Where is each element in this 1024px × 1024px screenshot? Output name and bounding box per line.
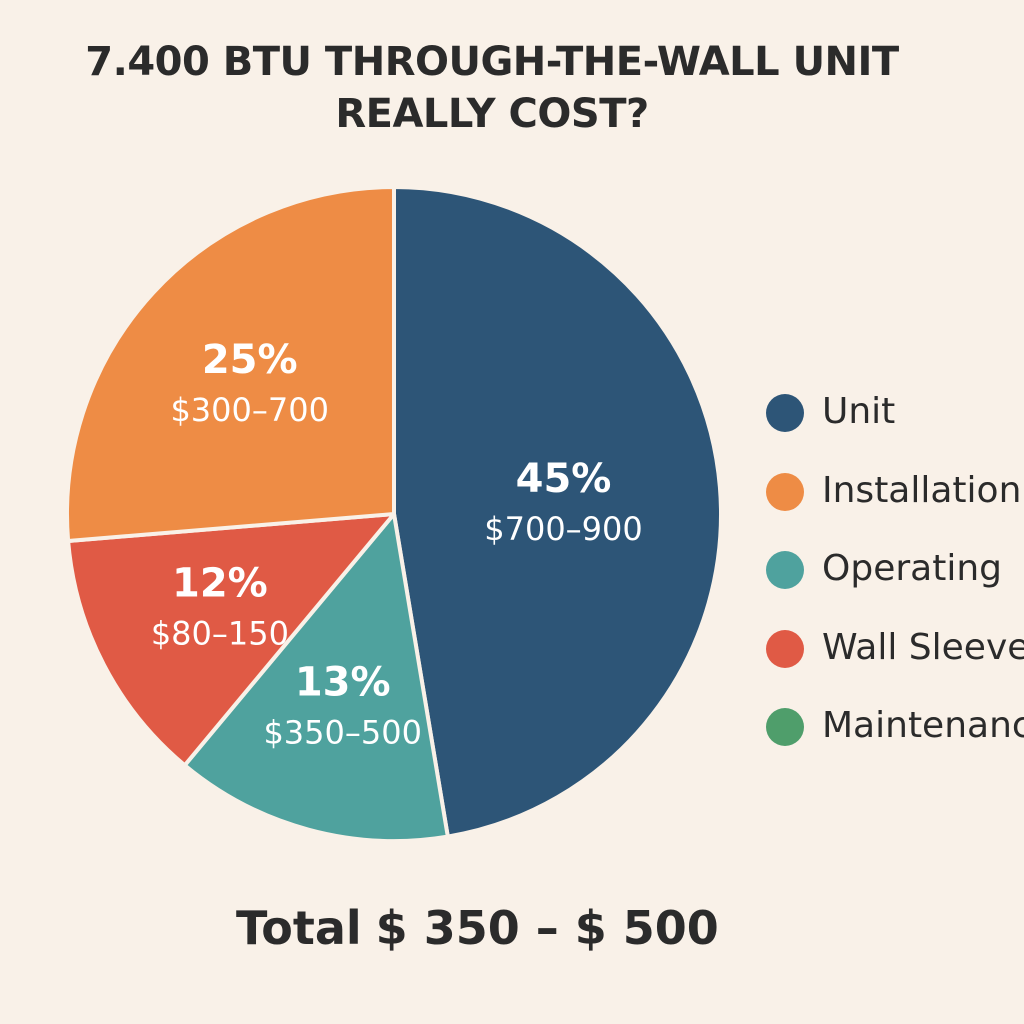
pie-slice-installation: [65, 185, 396, 543]
legend: Unit Installation Operating Wall Sleeve …: [766, 388, 1024, 781]
pie-slice-unit: [392, 185, 723, 839]
total-line: Total $ 350 – $ 500: [236, 898, 719, 958]
legend-swatch-operating: [766, 551, 804, 589]
slice-range-label-installation: $300–700: [170, 391, 329, 429]
pie-slice-operating: [182, 512, 450, 843]
slice-range-label-wall-sleeve: $80–150: [151, 615, 289, 653]
legend-item-unit: Unit: [766, 388, 1024, 467]
total-value: $ 350 – $ 500: [375, 901, 719, 955]
legend-swatch-maintenance: [766, 708, 804, 746]
legend-item-maintenance: Maintenance: [766, 702, 1024, 781]
slice-percent-label-installation: 25%: [202, 337, 298, 383]
legend-item-installation: Installation: [766, 467, 1024, 546]
legend-label-wall-sleeve: Wall Sleeve: [822, 626, 1024, 668]
legend-label-unit: Unit: [822, 391, 896, 432]
pie-slice-wall-sleeve: [66, 512, 396, 768]
slice-range-label-operating: $350–500: [263, 713, 422, 751]
legend-label-operating: Operating: [822, 548, 1002, 589]
slice-percent-label-operating: 13%: [295, 659, 391, 705]
legend-item-wall-sleeve: Wall Sleeve: [766, 624, 1024, 703]
legend-item-operating: Operating: [766, 545, 1024, 624]
chart-title-line-2: REALLY COST?: [335, 91, 649, 137]
legend-swatch-wall-sleeve: [766, 629, 804, 668]
chart-title-line-1: 7.400 BTU THROUGH-THE-WALL UNIT: [85, 39, 899, 85]
slice-percent-label-wall-sleeve: 12%: [172, 561, 268, 607]
legend-swatch-installation: [766, 472, 804, 511]
chart-title: 7.400 BTU THROUGH-THE-WALL UNIT REALLY C…: [0, 36, 984, 140]
total-label: Total: [236, 901, 362, 955]
legend-label-installation: Installation: [822, 469, 1022, 511]
slice-range-label-unit: $700–900: [484, 510, 643, 548]
legend-swatch-unit: [766, 394, 804, 432]
slice-percent-label-unit: 45%: [516, 456, 612, 502]
legend-label-maintenance: Maintenance: [822, 705, 1024, 746]
